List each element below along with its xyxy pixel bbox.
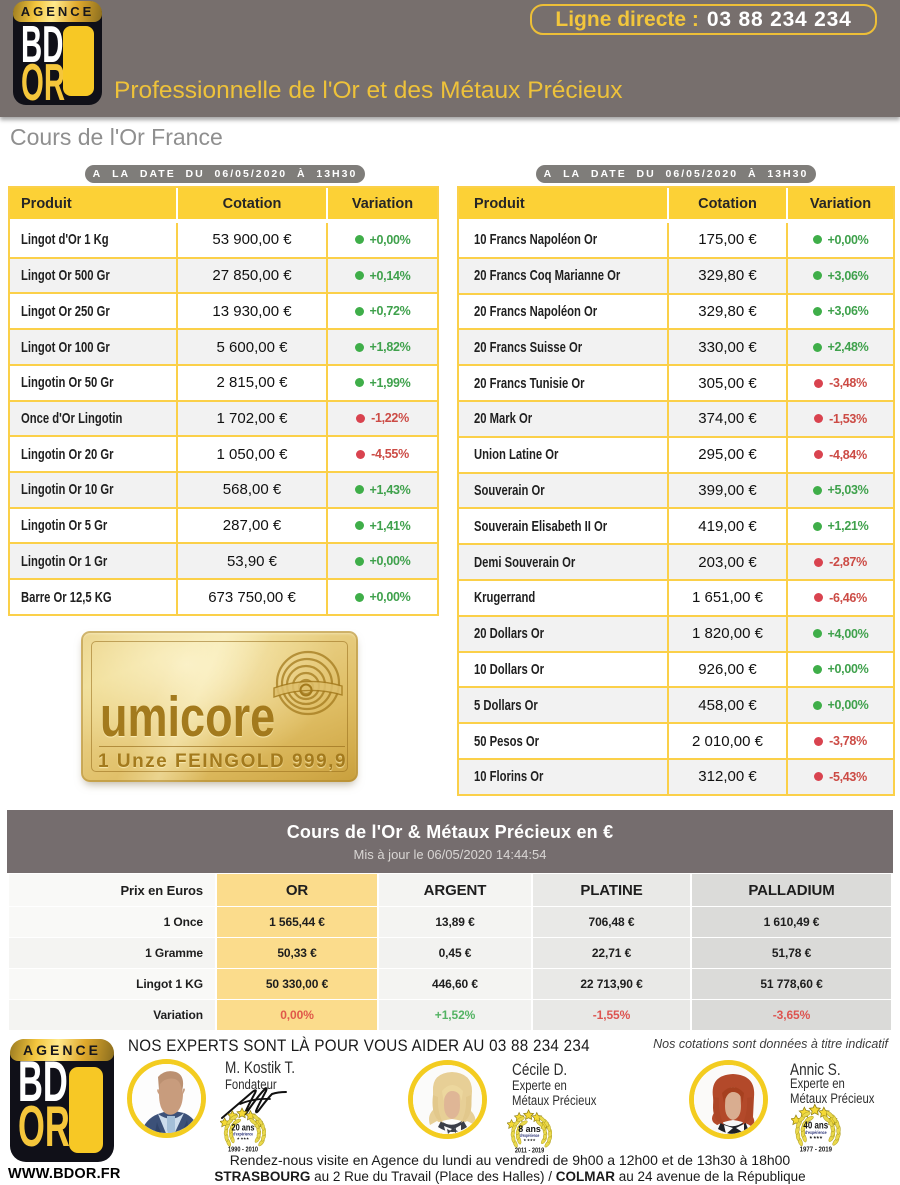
svg-text:1990 - 2010: 1990 - 2010 (228, 1145, 258, 1154)
svg-text:d'expérience: d'expérience (805, 1130, 827, 1136)
svg-text:1977 - 2019: 1977 - 2019 (800, 1144, 833, 1153)
svg-text:★ ★★★: ★ ★★★ (523, 1138, 536, 1142)
svg-text:★ ★★★: ★ ★★★ (808, 1135, 822, 1139)
svg-text:8 ans: 8 ans (518, 1124, 541, 1134)
svg-text:40 ans: 40 ans (803, 1121, 828, 1132)
svg-text:20 ans: 20 ans (232, 1123, 255, 1134)
svg-text:★ ★★★: ★ ★★★ (236, 1137, 249, 1141)
svg-text:d'expérience: d'expérience (520, 1133, 540, 1138)
svg-text:d'expérience: d'expérience (233, 1132, 253, 1137)
svg-text:2011 - 2019: 2011 - 2019 (515, 1148, 544, 1155)
